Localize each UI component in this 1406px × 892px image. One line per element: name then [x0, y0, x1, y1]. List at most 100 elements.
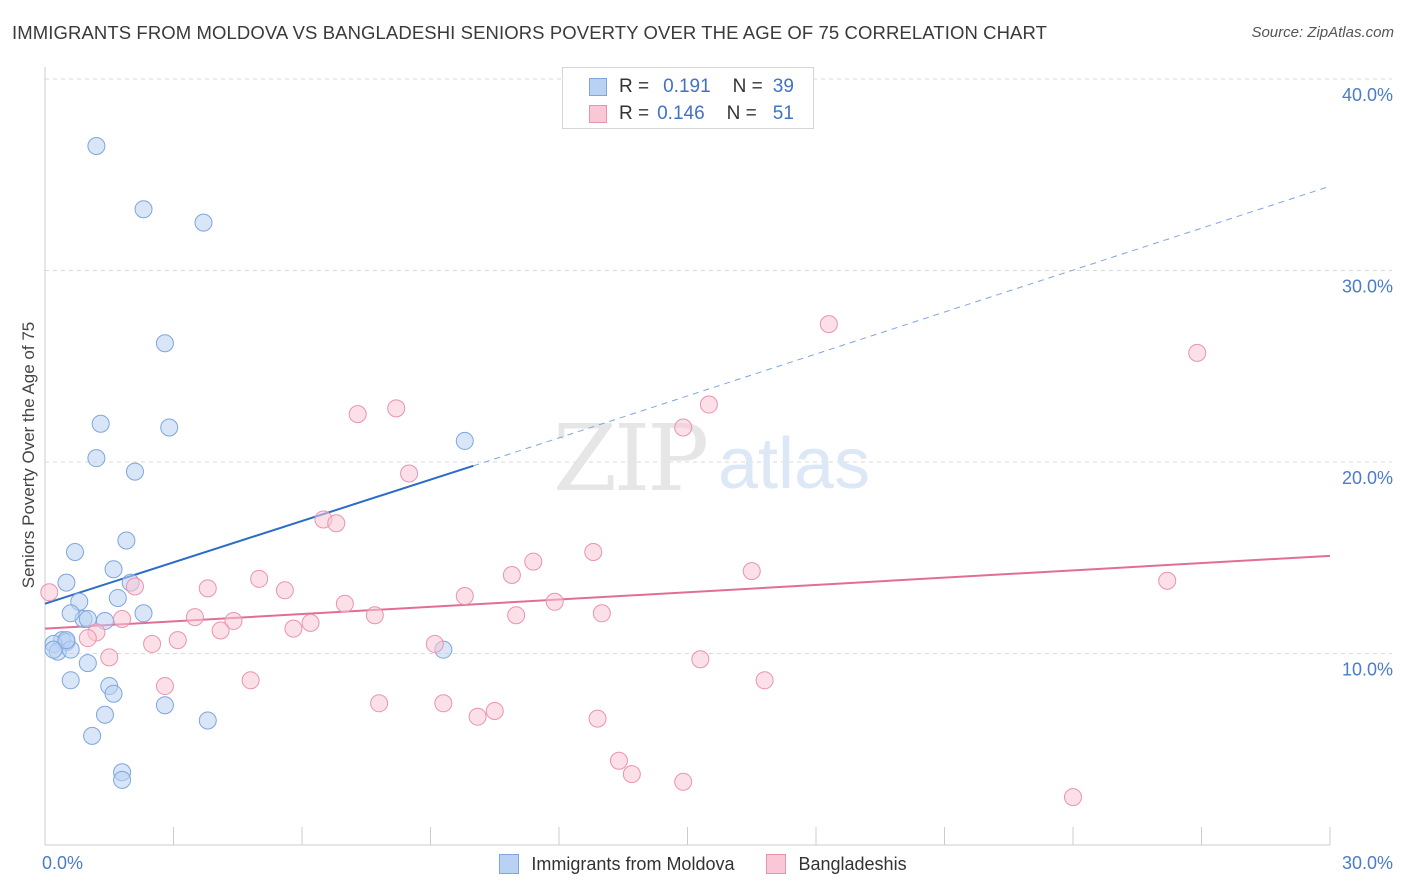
- point-moldova: [95, 705, 114, 724]
- point-bangladeshis: [185, 608, 204, 627]
- x-tick-label: 0.0%: [42, 853, 83, 873]
- point-bangladeshis: [224, 611, 243, 630]
- point-bangladeshis: [545, 592, 564, 611]
- legend-n-label: N =: [726, 103, 757, 124]
- series-legend: Immigrants from Moldova Bangladeshis: [0, 850, 1406, 878]
- point-moldova: [57, 573, 76, 592]
- points-layer: [40, 137, 1207, 807]
- point-bangladeshis: [755, 671, 774, 690]
- point-bangladeshis: [100, 648, 119, 667]
- legend-label-bangladeshis: Bangladeshis: [798, 853, 907, 874]
- point-bangladeshis: [275, 581, 294, 600]
- point-moldova: [104, 684, 123, 703]
- tick-label-layer: 10.0% 20.0% 30.0% 40.0% 0.0% 30.0%: [42, 85, 1393, 873]
- legend-swatch-pink: [766, 854, 787, 874]
- point-bangladeshis: [425, 634, 444, 653]
- point-moldova: [134, 200, 153, 219]
- point-moldova: [108, 588, 127, 607]
- point-bangladeshis: [609, 751, 628, 770]
- point-moldova: [194, 213, 213, 232]
- point-bangladeshis: [387, 399, 406, 418]
- legend-r-value: 0.191: [663, 76, 711, 97]
- point-moldova: [78, 654, 97, 673]
- point-bangladeshis: [400, 464, 419, 483]
- trend-layer: [44, 185, 1331, 630]
- trendline-moldova-extension: [473, 185, 1331, 467]
- point-moldova: [104, 560, 123, 579]
- axis-layer: [44, 67, 1331, 846]
- point-bangladeshis: [699, 395, 718, 414]
- point-moldova: [155, 334, 174, 353]
- y-tick-label: 40.0%: [1342, 85, 1393, 105]
- x-tick-label: 30.0%: [1342, 853, 1393, 873]
- point-bangladeshis: [211, 621, 230, 640]
- legend-r-label: R =: [619, 103, 650, 124]
- legend-item-bangladeshis[interactable]: Bangladeshis: [766, 853, 907, 875]
- legend-row-moldova: R = 0.191 N = 39: [563, 74, 794, 100]
- point-bangladeshis: [691, 650, 710, 669]
- legend-swatch-blue: [499, 854, 520, 874]
- point-bangladeshis: [241, 671, 260, 690]
- point-bangladeshis: [1064, 788, 1082, 807]
- legend-item-moldova[interactable]: Immigrants from Moldova: [499, 854, 734, 875]
- point-bangladeshis: [485, 701, 504, 720]
- point-moldova: [125, 462, 144, 481]
- watermark: ZIP atlas: [553, 405, 870, 512]
- point-bangladeshis: [284, 619, 303, 638]
- point-bangladeshis: [588, 709, 607, 728]
- y-tick-label: 20.0%: [1342, 468, 1393, 488]
- point-moldova: [155, 696, 174, 715]
- point-bangladeshis: [370, 694, 389, 713]
- legend-swatch-blue: [589, 78, 607, 96]
- point-moldova: [87, 449, 106, 468]
- legend-label-moldova: Immigrants from Moldova: [531, 853, 735, 874]
- point-moldova: [117, 531, 136, 550]
- legend-n-label: N =: [732, 76, 763, 97]
- point-bangladeshis: [365, 606, 384, 625]
- legend-n-value: 39: [772, 76, 794, 97]
- point-bangladeshis: [455, 587, 474, 606]
- point-moldova: [134, 604, 153, 623]
- legend-swatch-pink: [589, 105, 607, 123]
- point-moldova: [61, 604, 80, 623]
- point-bangladeshis: [250, 569, 269, 588]
- point-bangladeshis: [78, 629, 97, 648]
- point-bangladeshis: [335, 594, 354, 613]
- point-bangladeshis: [434, 694, 453, 713]
- point-moldova: [91, 414, 110, 433]
- point-bangladeshis: [143, 634, 162, 653]
- point-bangladeshis: [468, 707, 487, 726]
- point-bangladeshis: [348, 405, 367, 424]
- point-bangladeshis: [125, 577, 144, 596]
- trendline-bangladeshis: [44, 554, 1331, 630]
- point-bangladeshis: [1188, 343, 1207, 362]
- point-bangladeshis: [168, 631, 187, 650]
- point-bangladeshis: [155, 677, 174, 696]
- chart-title: IMMIGRANTS FROM MOLDOVA VS BANGLADESHI S…: [12, 22, 1048, 43]
- point-moldova: [87, 137, 106, 156]
- point-moldova: [455, 431, 474, 450]
- point-bangladeshis: [742, 562, 761, 581]
- point-moldova: [61, 671, 80, 690]
- legend-r-label: R =: [619, 76, 650, 97]
- point-moldova: [198, 711, 217, 730]
- legend-row-bangladeshis: R = 0.146 N = 51: [563, 101, 794, 127]
- correlation-legend: R = 0.191 N = 39 R = 0.146 N = 51: [562, 67, 814, 129]
- point-moldova: [44, 640, 63, 659]
- y-tick-label: 30.0%: [1342, 277, 1393, 297]
- point-bangladeshis: [622, 765, 641, 784]
- point-bangladeshis: [674, 418, 693, 437]
- source-label: Source: ZipAtlas.com: [1251, 24, 1394, 41]
- point-bangladeshis: [819, 315, 838, 334]
- point-bangladeshis: [113, 610, 132, 629]
- grid-layer: [45, 78, 1392, 654]
- point-moldova: [160, 418, 179, 437]
- point-moldova: [57, 631, 76, 650]
- point-bangladeshis: [40, 583, 59, 602]
- point-bangladeshis: [1158, 571, 1177, 590]
- trendline-moldova: [44, 464, 474, 605]
- y-axis-label: Seniors Poverty Over the Age of 75: [19, 322, 38, 588]
- point-bangladeshis: [674, 772, 693, 791]
- point-moldova: [113, 770, 132, 789]
